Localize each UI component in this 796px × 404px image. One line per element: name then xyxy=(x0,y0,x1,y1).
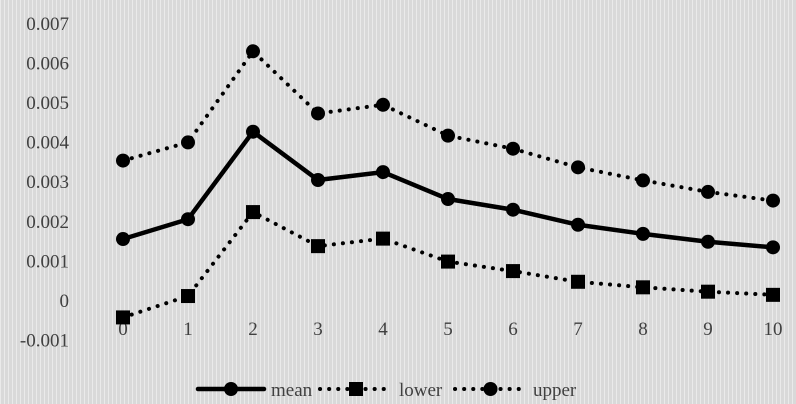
data-point-lower xyxy=(181,289,195,304)
data-point-upper xyxy=(636,173,650,188)
data-point-mean xyxy=(311,173,325,188)
data-point-upper xyxy=(116,153,130,168)
x-tick-label: 7 xyxy=(573,319,583,340)
legend-label: mean xyxy=(271,380,313,401)
y-tick-label: 0.002 xyxy=(26,212,69,233)
data-point-upper xyxy=(181,135,195,150)
y-tick-label: 0.006 xyxy=(26,53,69,74)
data-point-mean xyxy=(571,217,585,232)
legend: mean lower upper xyxy=(195,380,577,401)
y-tick-label: -0.001 xyxy=(20,331,69,352)
data-point-lower xyxy=(246,205,260,220)
data-point-upper xyxy=(766,193,780,208)
data-point-lower xyxy=(636,280,650,295)
y-tick-label: 0 xyxy=(60,291,70,312)
data-point-lower xyxy=(376,231,390,246)
data-point-upper xyxy=(701,184,715,199)
data-point-mean xyxy=(246,124,260,139)
data-point-mean xyxy=(506,202,520,217)
y-axis-ticks: -0.001 0 0.001 0.002 0.003 0.004 0.005 0.006 0.0… xyxy=(20,14,70,352)
data-point-upper xyxy=(506,141,520,156)
data-point-lower xyxy=(701,284,715,299)
y-tick-label: 0.001 xyxy=(26,251,69,272)
series-line-upper xyxy=(121,49,775,203)
x-tick-label: 4 xyxy=(378,319,388,340)
data-point-mean xyxy=(701,234,715,249)
data-point-mean xyxy=(376,165,390,180)
legend-item-upper: upper xyxy=(453,380,577,401)
x-tick-label: 10 xyxy=(764,319,783,340)
data-point-upper xyxy=(311,106,325,121)
y-tick-label: 0.005 xyxy=(26,93,69,114)
series-markers xyxy=(116,44,780,325)
series-lines xyxy=(120,49,776,320)
x-axis-ticks: 0 1 2 3 4 5 6 7 8 9 10 xyxy=(118,319,782,340)
data-point-mean xyxy=(636,226,650,241)
legend-marker xyxy=(224,382,238,396)
data-point-lower xyxy=(766,287,780,302)
data-point-upper xyxy=(441,128,455,143)
x-tick-label: 6 xyxy=(508,319,518,340)
data-point-lower xyxy=(441,254,455,269)
data-point-lower xyxy=(116,310,130,325)
legend-item-mean: mean xyxy=(195,380,313,401)
legend-marker xyxy=(349,382,363,396)
data-point-upper xyxy=(246,44,260,59)
data-point-upper xyxy=(376,97,390,112)
data-point-upper xyxy=(571,160,585,175)
y-tick-label: 0.004 xyxy=(26,133,69,154)
x-tick-label: 0 xyxy=(118,319,128,340)
data-point-mean xyxy=(441,192,455,207)
data-point-lower xyxy=(311,239,325,254)
x-tick-label: 1 xyxy=(183,319,193,340)
legend-label: lower xyxy=(399,380,443,401)
x-tick-label: 8 xyxy=(638,319,648,340)
data-point-mean xyxy=(766,240,780,255)
x-tick-label: 3 xyxy=(313,319,323,340)
legend-label: upper xyxy=(533,380,577,401)
x-tick-label: 5 xyxy=(443,319,453,340)
x-tick-label: 9 xyxy=(703,319,713,340)
data-point-mean xyxy=(116,232,130,247)
legend-marker xyxy=(483,382,498,396)
y-tick-label: 0.003 xyxy=(26,172,69,193)
data-point-lower xyxy=(506,264,520,279)
data-point-mean xyxy=(181,212,195,227)
series-line-mean xyxy=(120,129,776,250)
x-tick-label: 2 xyxy=(248,319,258,340)
y-tick-label: 0.007 xyxy=(26,14,69,35)
data-point-lower xyxy=(571,274,585,289)
legend-item-lower: lower xyxy=(318,380,443,401)
